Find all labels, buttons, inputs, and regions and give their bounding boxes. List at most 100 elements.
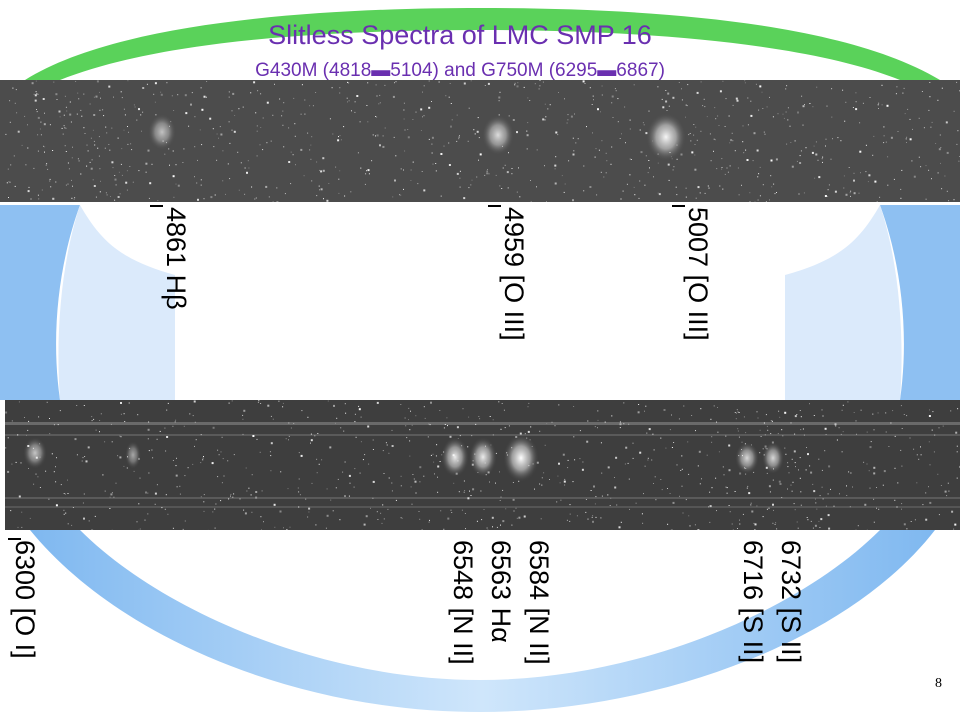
noise-speck (45, 470, 47, 472)
noise-speck (27, 147, 29, 149)
noise-speck (589, 186, 592, 188)
noise-speck (7, 470, 10, 473)
noise-speck (629, 158, 631, 160)
noise-speck (114, 175, 116, 176)
noise-speck (611, 95, 614, 98)
noise-speck (662, 106, 665, 109)
noise-speck (844, 120, 846, 122)
noise-speck (21, 526, 23, 528)
noise-speck (822, 498, 824, 500)
noise-speck (354, 468, 356, 470)
noise-speck (17, 434, 19, 436)
noise-speck (759, 429, 761, 431)
noise-speck (444, 424, 446, 425)
noise-speck (217, 476, 219, 478)
noise-speck (456, 426, 459, 429)
noise-speck (21, 511, 23, 513)
noise-speck (119, 456, 122, 459)
noise-speck (821, 409, 823, 411)
noise-speck (21, 144, 23, 146)
noise-speck (447, 425, 448, 427)
noise-speck (939, 134, 941, 136)
noise-speck (141, 130, 142, 132)
noise-speck (821, 486, 823, 488)
noise-speck (311, 180, 313, 182)
noise-speck (750, 114, 753, 117)
noise-speck (764, 434, 766, 436)
noise-speck (248, 487, 250, 489)
noise-speck (573, 436, 575, 438)
noise-speck (262, 117, 264, 119)
noise-speck (212, 426, 215, 429)
noise-speck (564, 484, 566, 486)
noise-speck (52, 197, 55, 200)
noise-speck (126, 467, 128, 469)
noise-speck (328, 183, 330, 184)
noise-speck (282, 110, 284, 112)
noise-speck (685, 116, 686, 118)
noise-speck (417, 183, 419, 185)
noise-speck (294, 135, 296, 137)
noise-speck (63, 125, 65, 127)
noise-speck (686, 105, 688, 107)
noise-speck (33, 483, 35, 485)
noise-speck (385, 442, 387, 444)
noise-speck (200, 462, 202, 464)
noise-speck (195, 439, 197, 441)
noise-speck (123, 108, 125, 110)
noise-speck (449, 83, 451, 84)
noise-speck (737, 528, 738, 529)
noise-speck (244, 167, 246, 169)
noise-speck (846, 485, 847, 487)
noise-speck (100, 180, 101, 182)
noise-speck (430, 401, 432, 404)
noise-speck (28, 468, 29, 469)
noise-speck (818, 176, 821, 179)
noise-speck (451, 512, 453, 513)
noise-speck (504, 164, 506, 166)
noise-speck (102, 109, 104, 111)
noise-speck (89, 161, 91, 163)
noise-speck (685, 104, 687, 106)
noise-speck (422, 116, 423, 118)
noise-speck (295, 164, 296, 166)
noise-speck (34, 99, 37, 102)
noise-speck (28, 420, 30, 422)
noise-speck (51, 453, 53, 455)
noise-speck (592, 132, 593, 134)
noise-speck (956, 445, 958, 447)
noise-speck (282, 402, 284, 404)
noise-speck (869, 487, 871, 489)
noise-speck (944, 490, 947, 493)
noise-speck (487, 169, 488, 171)
noise-speck (546, 423, 548, 424)
noise-speck (468, 107, 470, 109)
noise-speck (288, 161, 291, 163)
noise-speck (870, 441, 872, 443)
noise-speck (232, 496, 234, 498)
noise-speck (123, 465, 125, 467)
noise-speck (688, 134, 690, 136)
noise-speck (290, 183, 292, 185)
noise-speck (260, 403, 262, 404)
noise-speck (55, 481, 57, 483)
noise-speck (706, 454, 708, 456)
noise-speck (13, 155, 15, 157)
noise-speck (498, 114, 500, 116)
noise-speck (447, 517, 450, 520)
noise-speck (127, 80, 129, 82)
noise-speck (282, 124, 284, 126)
noise-speck (479, 418, 481, 420)
noise-speck (791, 490, 793, 492)
noise-speck (400, 168, 402, 170)
noise-speck (574, 113, 575, 115)
noise-speck (615, 456, 618, 459)
noise-speck (903, 87, 905, 89)
noise-speck (581, 468, 584, 471)
noise-speck (52, 150, 54, 151)
noise-speck (305, 498, 307, 500)
noise-speck (97, 147, 99, 149)
noise-speck (293, 97, 295, 99)
noise-speck (252, 435, 255, 437)
noise-speck (883, 126, 885, 128)
